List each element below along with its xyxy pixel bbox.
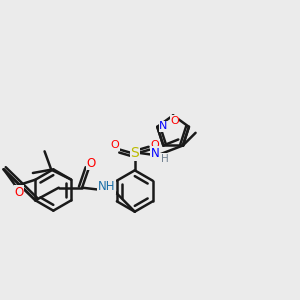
Text: O: O: [110, 140, 119, 150]
Text: H: H: [161, 154, 169, 164]
Text: N: N: [151, 147, 160, 160]
Text: NH: NH: [98, 181, 115, 194]
Text: S: S: [130, 146, 139, 160]
Text: O: O: [170, 116, 179, 126]
Text: N: N: [159, 121, 167, 131]
Text: O: O: [14, 186, 24, 199]
Text: O: O: [86, 157, 96, 170]
Text: O: O: [150, 140, 159, 150]
